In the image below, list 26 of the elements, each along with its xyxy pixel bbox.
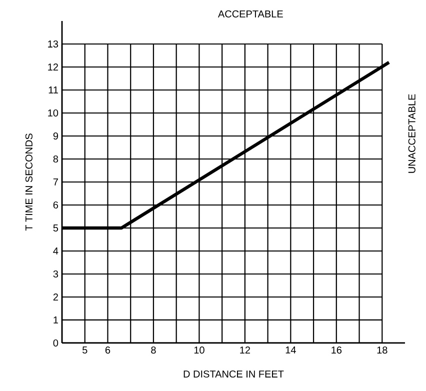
x-axis-title: D DISTANCE IN FEET [184, 370, 284, 378]
x-tick-label: 18 [377, 346, 388, 354]
y-tick-label: 7 [53, 178, 58, 186]
x-tick-label: 8 [151, 346, 156, 354]
y-tick-label: 9 [53, 132, 58, 140]
y-tick-label: 13 [48, 40, 58, 48]
text: ACCEPTABLE [218, 10, 283, 18]
y-tick-label: 6 [53, 201, 58, 209]
y-tick-label: 5 [53, 224, 58, 232]
x-tick-label: 10 [194, 346, 204, 354]
x-tick-label: 12 [240, 346, 250, 354]
y-tick-label: 11 [48, 86, 58, 94]
x-tick-label: 16 [332, 346, 342, 354]
y-tick-label: 12 [48, 64, 58, 70]
y-tick-label: 0 [53, 339, 58, 347]
y-axis-title: T TIME IN SECONDS [25, 134, 32, 231]
y-tick-label: 2 [53, 294, 58, 300]
y-tick-label: 8 [53, 155, 58, 163]
y-tick-label: 3 [53, 270, 58, 278]
y-tick-label: 4 [53, 248, 58, 254]
text: UNACCEPTABLE [408, 94, 416, 173]
x-tick-label: 14 [286, 346, 296, 354]
y-tick-label: 1 [54, 316, 58, 324]
x-tick-label: 6 [105, 346, 110, 354]
y-tick-label: 10 [48, 109, 58, 117]
x-tick-label: 5 [82, 346, 88, 354]
